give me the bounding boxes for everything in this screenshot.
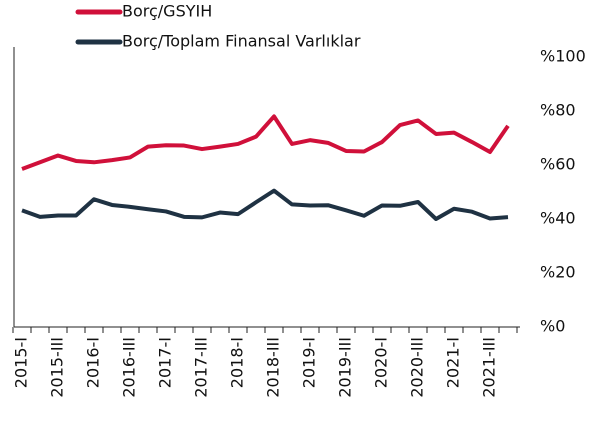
line-series xyxy=(21,114,510,171)
x-tick-label: 2018-III xyxy=(264,337,283,398)
legend-label: Borç/Toplam Finansal Varlıklar xyxy=(122,32,361,51)
y-tick-label: %40 xyxy=(540,209,576,228)
y-tick-label: %80 xyxy=(540,101,576,120)
x-tick-label: 2019-I xyxy=(300,337,319,388)
y-tick-label: %20 xyxy=(540,263,576,282)
y-tick-label: %60 xyxy=(540,155,576,174)
x-tick-label: 2021-III xyxy=(480,337,499,398)
x-tick-label: 2021-I xyxy=(444,337,463,388)
x-tick-label: 2019-III xyxy=(336,337,355,398)
x-tick-label: 2020-III xyxy=(408,337,427,398)
legend-label: Borç/GSYIH xyxy=(122,2,212,21)
x-tick-label: 2016-III xyxy=(120,337,139,398)
x-tick-label: 2020-I xyxy=(372,337,391,388)
y-tick-label: %100 xyxy=(540,47,586,66)
x-tick-label: 2018-I xyxy=(228,337,247,388)
x-tick-label: 2015-I xyxy=(12,337,31,388)
x-tick-label: 2017-I xyxy=(156,337,175,388)
line-series xyxy=(21,188,509,221)
x-tick-label: 2017-III xyxy=(192,337,211,398)
x-tick-label: 2015-III xyxy=(48,337,67,398)
y-tick-label: %0 xyxy=(540,317,565,336)
x-tick-label: 2016-I xyxy=(84,337,103,388)
